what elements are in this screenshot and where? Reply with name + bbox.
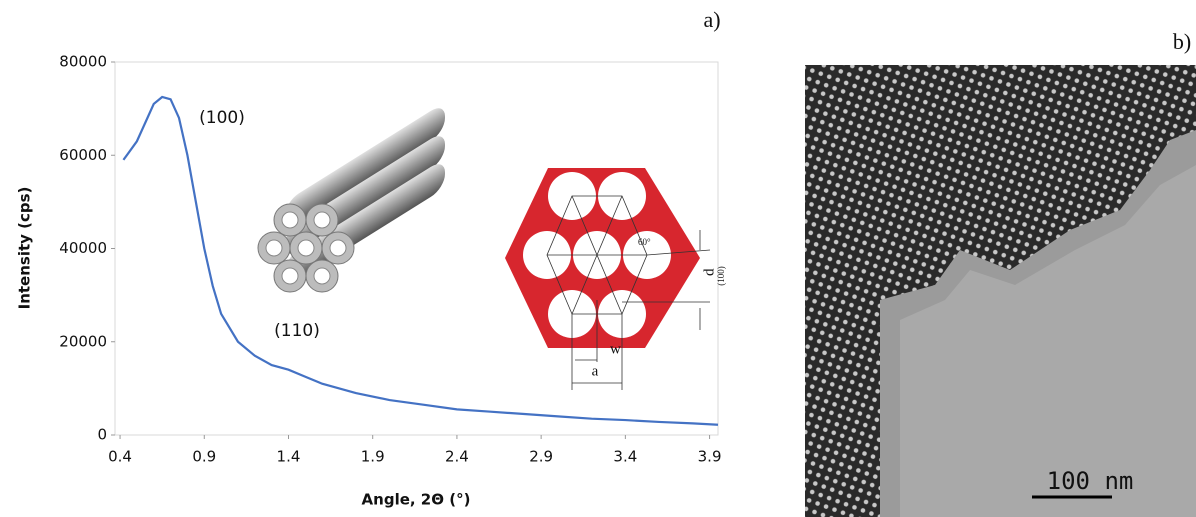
annotation: a) bbox=[703, 7, 720, 32]
x-tick-label: 3.9 bbox=[698, 448, 722, 466]
annotation: (110) bbox=[274, 321, 320, 341]
y-tick-label: 20000 bbox=[59, 332, 107, 350]
y-tick-label: 0 bbox=[97, 426, 107, 444]
w-label: w bbox=[610, 341, 621, 357]
tem-image: 100 nm bbox=[805, 65, 1196, 517]
annotation: (100) bbox=[199, 108, 245, 128]
x-tick-label: 1.9 bbox=[361, 448, 385, 466]
x-tick-label: 0.4 bbox=[108, 448, 132, 466]
annotation: b) bbox=[1173, 29, 1191, 54]
x-tick-label: 2.4 bbox=[445, 448, 469, 466]
x-tick-label: 2.9 bbox=[529, 448, 553, 466]
y-axis-label: Intensity (cps) bbox=[16, 187, 34, 310]
y-tick-label: 60000 bbox=[59, 146, 107, 164]
angle-label: 60° bbox=[638, 237, 651, 247]
hexagon-diagram: 60° d (100) w a bbox=[505, 168, 726, 390]
data-line bbox=[122, 95, 719, 426]
cylinder-illustration bbox=[257, 108, 445, 293]
x-axis-label: Angle, 2Θ (°) bbox=[362, 491, 471, 509]
d-label: d bbox=[701, 268, 717, 276]
a-label: a bbox=[592, 363, 599, 379]
x-tick-label: 3.4 bbox=[613, 448, 637, 466]
x-tick-label: 0.9 bbox=[192, 448, 216, 466]
d-subscript: (100) bbox=[716, 266, 726, 286]
scale-bar-label: 100 nm bbox=[1047, 467, 1134, 495]
y-tick-label: 80000 bbox=[59, 53, 107, 71]
y-tick-label: 40000 bbox=[59, 239, 107, 257]
x-tick-label: 1.4 bbox=[277, 448, 301, 466]
